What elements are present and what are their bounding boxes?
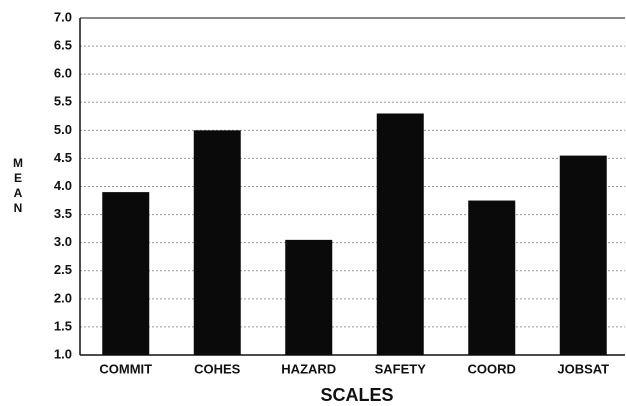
y-tick-label: 6.5 <box>54 38 72 53</box>
bar <box>285 239 333 355</box>
y-tick-label: 4.5 <box>54 150 72 165</box>
x-tick-label: JOBSAT <box>557 361 609 376</box>
x-tick-label: COHES <box>194 361 241 376</box>
bar <box>102 192 150 355</box>
bar <box>559 155 607 355</box>
y-axis-label: MEAN <box>11 156 25 216</box>
bar <box>193 130 241 355</box>
y-tick-label: 3.5 <box>54 206 72 221</box>
bar <box>376 113 424 355</box>
y-tick-label: 2.5 <box>54 262 72 277</box>
y-tick-label: 2.0 <box>54 290 72 305</box>
y-tick-label: 3.0 <box>54 234 72 249</box>
y-tick-label: 4.0 <box>54 178 72 193</box>
y-tick-label: 5.5 <box>54 94 72 109</box>
bar <box>468 200 516 355</box>
x-tick-label: HAZARD <box>281 361 336 376</box>
y-tick-label: 7.0 <box>54 9 72 24</box>
y-tick-label: 1.0 <box>54 346 72 361</box>
x-tick-label: SAFETY <box>375 361 427 376</box>
x-axis-label: SCALES <box>320 385 393 405</box>
x-tick-label: COORD <box>468 361 516 376</box>
y-tick-label: 1.5 <box>54 318 72 333</box>
x-tick-label: COMMIT <box>99 361 152 376</box>
y-tick-label: 6.0 <box>54 66 72 81</box>
y-tick-label: 5.0 <box>54 122 72 137</box>
